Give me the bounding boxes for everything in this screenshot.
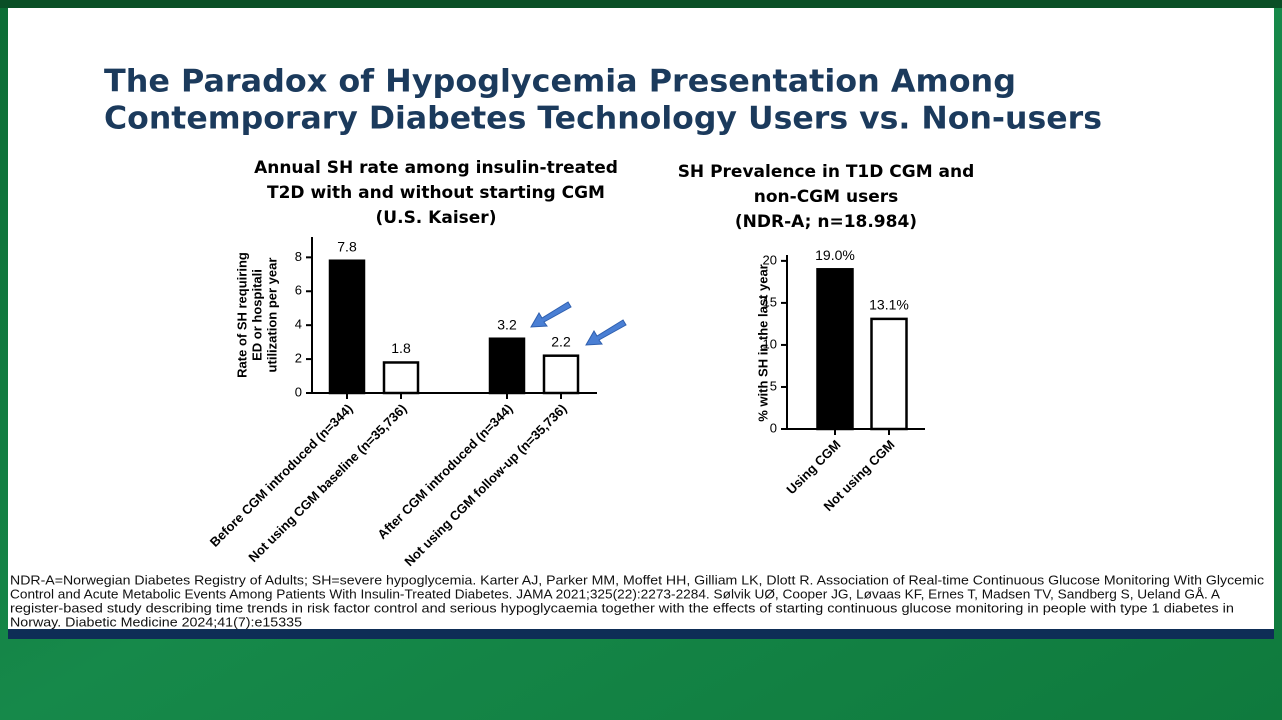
y-axis-label: utilization per year (264, 258, 279, 373)
y-tick-label: 6 (295, 283, 302, 298)
bar (488, 337, 526, 395)
y-tick-label: 10 (763, 336, 777, 351)
value-label: 1.8 (391, 340, 411, 356)
footnote: register-based study describing time tre… (10, 601, 1234, 615)
bar (870, 317, 908, 431)
value-label: 2.2 (551, 333, 571, 349)
y-tick-label: 4 (295, 317, 302, 332)
top-strip (0, 0, 1282, 8)
value-label: 7.8 (337, 238, 357, 254)
slide-bar (8, 629, 1274, 639)
bar (382, 361, 420, 395)
y-tick-label: 2 (295, 351, 302, 366)
chart-title: Annual SH rate among insulin-treated (254, 158, 618, 178)
chart-title: non-CGM users (754, 187, 898, 207)
value-label: 13.1% (869, 297, 909, 313)
arrow (585, 319, 627, 346)
y-tick-label: 0 (295, 384, 302, 399)
bar (816, 268, 854, 431)
value-label: 19.0% (815, 247, 855, 263)
slide-body (8, 8, 1274, 629)
chart-title: (U.S. Kaiser) (376, 208, 497, 228)
chart-title: (NDR-A; n=18.984) (735, 212, 917, 232)
footnote: Norway. Diabetic Medicine 2024;41(7):e15… (10, 615, 302, 629)
y-axis-label: % with SH in the last year (755, 264, 770, 422)
bar (328, 259, 366, 395)
y-tick-label: 0 (770, 420, 777, 435)
bar (542, 354, 580, 395)
y-tick-label: 15 (763, 294, 777, 309)
y-tick-label: 5 (770, 378, 777, 393)
y-axis-label: ED or hospitali (249, 269, 264, 361)
slide-title: The Paradox of Hypoglycemia Presentation… (104, 64, 1016, 100)
y-tick-label: 20 (763, 252, 777, 267)
slide-title: Contemporary Diabetes Technology Users v… (104, 101, 1102, 137)
footnote: Control and Acute Metabolic Events Among… (10, 586, 1221, 601)
value-label: 3.2 (497, 316, 517, 332)
y-tick-label: 8 (295, 249, 302, 264)
chart-title: T2D with and without starting CGM (267, 183, 605, 203)
footnote: NDR-A=Norwegian Diabetes Registry of Adu… (10, 573, 1264, 587)
arrow (530, 301, 572, 328)
y-axis-label: Rate of SH requiring (234, 252, 249, 378)
chart-title: SH Prevalence in T1D CGM and (678, 162, 975, 182)
